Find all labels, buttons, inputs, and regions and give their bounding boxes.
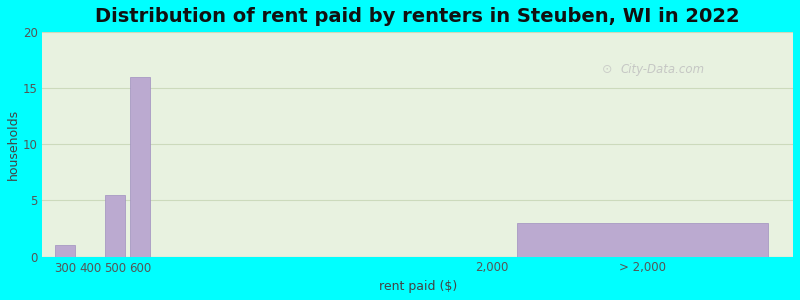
Bar	[130, 77, 150, 256]
Bar	[106, 195, 126, 256]
Y-axis label: households: households	[7, 109, 20, 180]
Bar	[517, 223, 768, 256]
X-axis label: rent paid ($): rent paid ($)	[378, 280, 457, 293]
Text: ⊙: ⊙	[602, 63, 612, 76]
Bar	[55, 245, 75, 256]
Text: City-Data.com: City-Data.com	[621, 63, 705, 76]
Title: Distribution of rent paid by renters in Steuben, WI in 2022: Distribution of rent paid by renters in …	[95, 7, 740, 26]
